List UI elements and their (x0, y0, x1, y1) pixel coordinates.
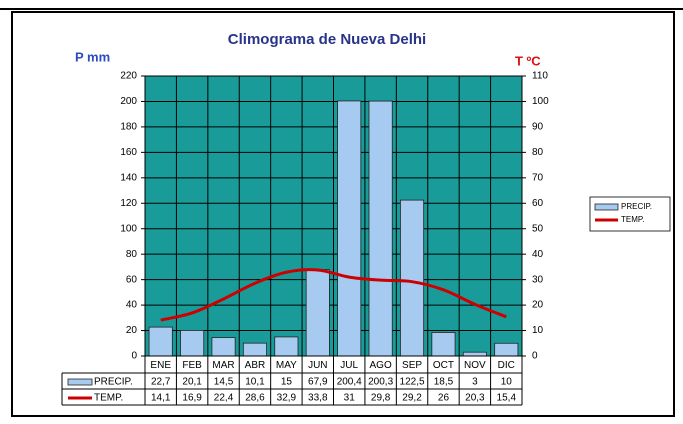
table-value: 16,9 (182, 393, 202, 404)
y-tick-label: 120 (120, 198, 137, 209)
y2-axis-label: T ºC (515, 53, 541, 68)
y-tick-label: 40 (126, 300, 138, 311)
table-value: 22,7 (151, 377, 171, 388)
bar (242, 342, 267, 357)
bar (274, 336, 299, 357)
y-tick-label: 20 (126, 325, 138, 336)
y2-tick-label: 10 (532, 325, 544, 336)
x-tick-label: OCT (433, 360, 454, 371)
y-axis-label: P mm (75, 49, 110, 64)
y-tick-label: 140 (120, 172, 137, 183)
y2-tick-label: 80 (532, 147, 544, 158)
bar (180, 330, 205, 357)
table-value: 32,9 (277, 393, 297, 404)
bar (305, 269, 330, 357)
bar (494, 342, 519, 357)
y-tick-label: 160 (120, 147, 137, 158)
x-tick-label: MAY (276, 360, 297, 371)
table-value: 200,4 (337, 377, 362, 388)
table-value: 31 (344, 393, 356, 404)
table-value: 29,8 (371, 393, 391, 404)
x-tick-label: DIC (498, 360, 515, 371)
table-value: 122,5 (400, 377, 425, 388)
table-value: 28,6 (245, 393, 265, 404)
y-tick-label: 200 (120, 96, 137, 107)
table-value: 10,1 (245, 377, 265, 388)
frame (11, 11, 675, 417)
table-value: 67,9 (308, 377, 328, 388)
x-tick-label: AGO (370, 360, 392, 371)
table-value: 29,2 (402, 393, 422, 404)
y2-tick-label: 40 (532, 249, 544, 260)
y2-tick-label: 70 (532, 172, 544, 183)
legend-label: PRECIP. (621, 202, 652, 211)
bar (148, 326, 173, 357)
table-value: 20,3 (465, 393, 485, 404)
y2-tick-label: 0 (532, 351, 538, 362)
x-tick-label: FEB (182, 360, 202, 371)
table-value: 15 (281, 377, 293, 388)
temperature-line (160, 268, 507, 322)
table-value: 10 (501, 377, 513, 388)
x-tick-label: ABR (245, 360, 266, 371)
y-tick-label: 180 (120, 122, 137, 133)
y-tick-label: 0 (131, 351, 137, 362)
y2-tick-label: 50 (532, 223, 544, 234)
y-tick-label: 60 (126, 274, 138, 285)
x-tick-label: SEP (402, 360, 422, 371)
x-tick-label: MAR (212, 360, 234, 371)
table-value: 15,4 (497, 393, 517, 404)
x-tick-label: NOV (464, 360, 486, 371)
table-row-label: TEMP. (94, 393, 123, 404)
table-value: 22,4 (214, 393, 234, 404)
bar (368, 100, 393, 357)
bar (462, 351, 487, 357)
legend-box (589, 196, 671, 232)
table-value: 20,1 (182, 377, 202, 388)
y-tick-label: 220 (120, 71, 137, 82)
y2-tick-label: 30 (532, 274, 544, 285)
legend-label: TEMP. (621, 215, 644, 224)
table-value: 26 (438, 393, 450, 404)
y2-tick-label: 60 (532, 198, 544, 209)
table-value: 14,1 (151, 393, 171, 404)
bar (431, 332, 456, 357)
table-legend-swatch (67, 378, 93, 386)
y-tick-label: 100 (120, 223, 137, 234)
table-value: 33,8 (308, 393, 328, 404)
chart-title: Climograma de Nueva Delhi (228, 31, 426, 48)
y2-tick-label: 90 (532, 122, 544, 133)
table-value: 18,5 (434, 377, 454, 388)
bar (211, 337, 236, 357)
y-tick-label: 80 (126, 249, 138, 260)
y2-tick-label: 110 (532, 71, 548, 82)
bar (400, 199, 425, 357)
table-value: 200,3 (368, 377, 393, 388)
bar (337, 100, 362, 357)
x-tick-label: JUN (308, 360, 327, 371)
table-row-label: PRECIP. (94, 377, 133, 388)
table-value: 14,5 (214, 377, 234, 388)
x-tick-label: ENE (150, 360, 171, 371)
y2-tick-label: 20 (532, 300, 544, 311)
table-value: 3 (472, 377, 478, 388)
legend-swatch (594, 203, 619, 211)
x-tick-label: JUL (340, 360, 358, 371)
y2-tick-label: 100 (532, 96, 549, 107)
